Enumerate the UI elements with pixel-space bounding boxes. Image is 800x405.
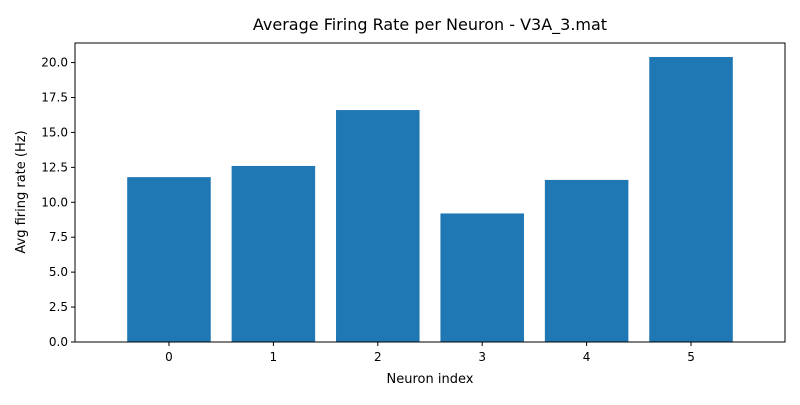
y-tick-label: 12.5: [41, 160, 68, 174]
y-tick-label: 0.0: [49, 335, 68, 349]
x-tick-label: 2: [374, 350, 382, 364]
y-tick-label: 15.0: [41, 125, 68, 139]
x-axis-label: Neuron index: [387, 372, 474, 387]
x-tick-label: 5: [687, 350, 695, 364]
y-axis-label: Avg firing rate (Hz): [14, 130, 29, 253]
x-tick-label: 3: [478, 350, 486, 364]
y-tick-label: 7.5: [49, 230, 68, 244]
x-tick-label: 4: [583, 350, 591, 364]
y-tick-label: 17.5: [41, 90, 68, 104]
y-axis: 0.0 2.5 5.0 7.5 10.0 12.5 15.0 17.5 20.0: [41, 56, 75, 349]
x-tick-label: 1: [270, 350, 278, 364]
y-tick-label: 10.0: [41, 195, 68, 209]
bar-neuron-3: [440, 213, 524, 342]
y-tick-label: 5.0: [49, 265, 68, 279]
bar-neuron-5: [649, 56, 733, 343]
y-tick-label: 20.0: [41, 56, 68, 70]
plot-frame: [74, 42, 786, 343]
bar-neuron-0: [127, 177, 211, 342]
bars-group: [127, 56, 733, 343]
y-tick-label: 2.5: [49, 300, 68, 314]
x-axis: 0 1 2 3 4 5: [165, 342, 695, 364]
bar-neuron-1: [231, 165, 316, 342]
bar-neuron-4: [544, 179, 629, 342]
bar-neuron-2: [336, 110, 420, 342]
chart-title: Average Firing Rate per Neuron - V3A_3.m…: [253, 15, 607, 35]
x-tick-label: 0: [165, 350, 173, 364]
